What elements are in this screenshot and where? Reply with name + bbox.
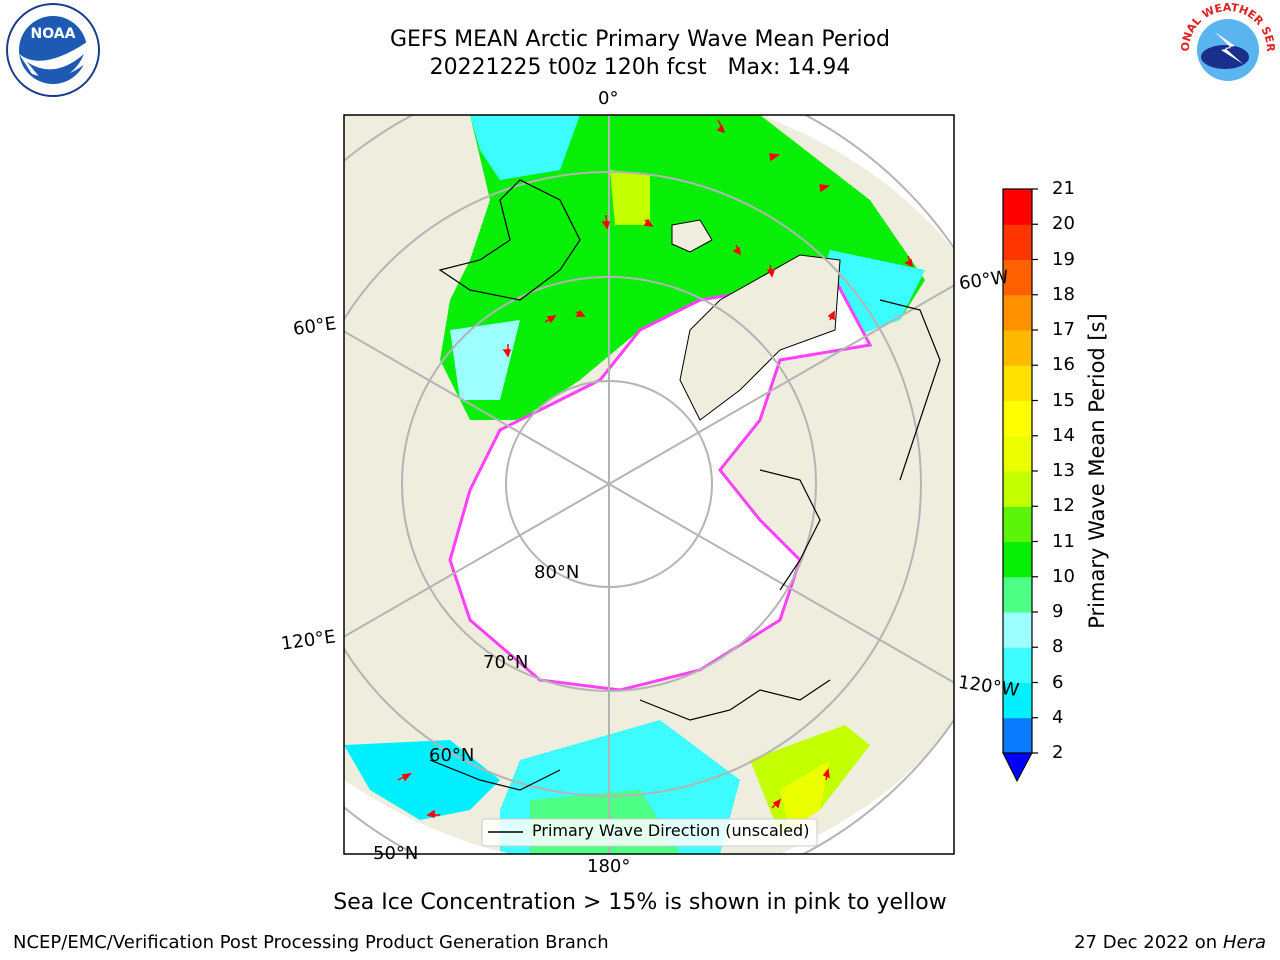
colorbar-tick-label: 17	[1052, 319, 1075, 340]
wave-field-peak	[610, 170, 650, 225]
colorbar-segment	[1003, 400, 1032, 437]
colorbar-segment	[1003, 365, 1032, 401]
colorbar-tick-label: 9	[1052, 601, 1064, 622]
colorbar-segment	[1003, 189, 1032, 225]
direction-arrow	[827, 310, 835, 321]
footer-host: Hera	[1222, 932, 1266, 953]
direction-arrow	[822, 768, 830, 781]
island	[671, 219, 713, 253]
direction-arrow	[904, 255, 913, 268]
lon-label-180: 180°	[587, 856, 631, 877]
direction-arrow	[771, 798, 782, 809]
lat-label-70: 70°N	[483, 652, 529, 673]
wave-field-norwegian-coast	[470, 115, 580, 180]
lon-line-60w	[608, 284, 954, 485]
outside-domain-sw	[344, 780, 512, 854]
direction-arrow	[769, 153, 780, 162]
colorbar-tick-label: 19	[1052, 248, 1075, 270]
colorbar-segment	[1003, 435, 1032, 472]
colorbar-segment	[1003, 541, 1032, 578]
noaa-logo: NOAA	[6, 3, 100, 97]
footer-date: 27 Dec 2022 on Hera	[1074, 932, 1266, 953]
colorbar-segment	[1003, 471, 1032, 507]
direction-arrow	[426, 809, 440, 819]
direction-arrow	[575, 309, 586, 317]
legend-label: Primary Wave Direction (unscaled)	[532, 821, 810, 840]
direction-arrow	[716, 119, 726, 134]
footer-credit: NCEP/EMC/Verification Post Processing Pr…	[13, 932, 609, 953]
colorbar-tick-label: 15	[1052, 389, 1075, 411]
colorbar-segment	[1003, 294, 1032, 331]
colorbar-segment	[1003, 506, 1032, 542]
footer-date-text: 27 Dec 2022 on	[1074, 932, 1218, 953]
lon-line-120e	[344, 483, 610, 638]
longitude-lines	[344, 115, 954, 854]
wave-direction-arrows	[397, 119, 913, 819]
direction-arrow	[766, 264, 776, 278]
colorbar-tick-label: 20	[1052, 213, 1075, 235]
direction-arrow	[819, 184, 830, 193]
colorbar-tick-label: 16	[1052, 354, 1075, 376]
direction-arrow	[397, 772, 412, 782]
legend-box	[481, 818, 818, 847]
colorbar-segment	[1003, 647, 1032, 683]
map-subtitle: 20221225 t00z 120h fcst Max: 14.94	[429, 55, 851, 80]
colorbar	[1002, 188, 1038, 783]
map-title: GEFS MEAN Arctic Primary Wave Mean Perio…	[389, 27, 890, 52]
direction-arrow	[601, 214, 611, 230]
lat-label-50: 50°N	[373, 843, 419, 864]
colorbar-tick-label: 12	[1052, 495, 1075, 517]
wave-field-gulf-yellow	[780, 760, 830, 830]
colorbar-segment	[1003, 576, 1032, 613]
lat-label-60: 60°N	[429, 745, 475, 766]
colorbar-tick-label: 10	[1052, 565, 1075, 587]
map-frame	[343, 114, 955, 855]
colorbar-segment	[1003, 224, 1032, 260]
colorbar-segment	[1003, 612, 1032, 648]
sea-ice-core	[448, 268, 873, 692]
colorbar-tick-label: 21	[1052, 178, 1075, 199]
lon-line-120w	[608, 483, 954, 684]
colorbar-tick-label: 13	[1052, 460, 1075, 481]
colorbar-tick-label: 6	[1052, 671, 1064, 693]
sea-ice-caption: Sea Ice Concentration > 15% is shown in …	[333, 890, 947, 915]
colorbar-segment	[1003, 717, 1032, 754]
colorbar-tick-label: 11	[1052, 530, 1075, 552]
greenland	[679, 254, 841, 421]
coastlines	[429, 179, 941, 791]
wave-field-bering	[344, 740, 500, 820]
direction-arrow	[502, 344, 512, 358]
outside-domain-ne	[760, 115, 954, 250]
colorbar-segment	[1003, 330, 1032, 366]
nws-logo: NATIONAL WEATHER SERVICE	[1177, 2, 1277, 96]
colorbar-under-triangle	[1002, 752, 1033, 783]
lat-label-80: 80°N	[534, 562, 580, 583]
lon-line-60e	[344, 330, 610, 485]
direction-arrow	[544, 315, 557, 324]
direction-arrow	[732, 244, 741, 256]
colorbar-label: Primary Wave Mean Period [s]	[1085, 313, 1109, 629]
colorbar-tick-label: 8	[1052, 636, 1064, 658]
colorbar-tick-label: 14	[1052, 424, 1075, 446]
colorbar-tick-label: 2	[1052, 742, 1064, 763]
direction-arrow	[643, 218, 654, 227]
lon-label-0: 0°	[598, 88, 619, 109]
noaa-logo-text: NOAA	[31, 26, 76, 42]
colorbar-segment	[1003, 259, 1032, 296]
colorbar-tick-label: 4	[1052, 706, 1064, 728]
colorbar-segment	[1003, 682, 1032, 719]
outside-domain-se	[780, 720, 954, 854]
colorbar-tick-label: 18	[1052, 283, 1075, 305]
wave-field-barents-edge	[450, 320, 520, 400]
